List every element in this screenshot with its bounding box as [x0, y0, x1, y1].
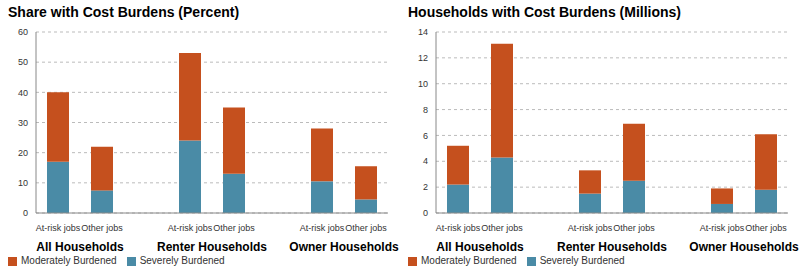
svg-text:Owner Households: Owner Households: [689, 240, 792, 254]
svg-text:At-risk jobs: At-risk jobs: [36, 223, 81, 233]
html-text:Moderately Burdened: Moderately Burdened: [421, 255, 517, 266]
svg-text:14: 14: [418, 27, 428, 37]
svg-text:30: 30: [18, 118, 28, 128]
svg-text:At-risk jobs: At-risk jobs: [568, 223, 613, 233]
svg-text:Other jobs: Other jobs: [481, 223, 523, 233]
svg-text:60: 60: [18, 27, 28, 37]
html-text:Severely Burdened: Severely Burdened: [139, 255, 225, 266]
svg-text:0: 0: [23, 208, 28, 218]
svg-text:6: 6: [423, 131, 428, 141]
svg-text:Owner Households: Owner Households: [289, 240, 399, 254]
svg-text:All Households: All Households: [436, 240, 524, 254]
svg-text:At-risk jobs: At-risk jobs: [300, 223, 345, 233]
html-text:Severely Burdened: Severely Burdened: [539, 255, 625, 266]
svg-text:All Households: All Households: [36, 240, 124, 254]
html-text:Moderately Burdened: Moderately Burdened: [21, 255, 117, 266]
svg-text:0: 0: [423, 208, 428, 218]
svg-text:20: 20: [18, 148, 28, 158]
svg-text:10: 10: [418, 79, 428, 89]
html-text:Share with Cost Burdens (Perce: Share with Cost Burdens (Percent): [8, 4, 239, 20]
svg-text:Other jobs: Other jobs: [345, 223, 387, 233]
svg-text:At-risk jobs: At-risk jobs: [436, 223, 481, 233]
svg-text:40: 40: [18, 88, 28, 98]
svg-text:50: 50: [18, 57, 28, 67]
svg-text:Other jobs: Other jobs: [81, 223, 123, 233]
svg-text:At-risk jobs: At-risk jobs: [168, 223, 213, 233]
html-text:Households with Cost Burdens (: Households with Cost Burdens (Millions): [408, 4, 681, 20]
svg-text:10: 10: [18, 178, 28, 188]
svg-text:Other jobs: Other jobs: [745, 223, 787, 233]
svg-text:Renter Households: Renter Households: [157, 240, 267, 254]
svg-text:2: 2: [423, 182, 428, 192]
svg-text:12: 12: [418, 53, 428, 63]
svg-text:Other jobs: Other jobs: [613, 223, 655, 233]
svg-text:Renter Households: Renter Households: [557, 240, 667, 254]
svg-text:8: 8: [423, 105, 428, 115]
svg-text:Other jobs: Other jobs: [213, 223, 255, 233]
svg-text:4: 4: [423, 156, 428, 166]
svg-text:At-risk jobs: At-risk jobs: [700, 223, 745, 233]
